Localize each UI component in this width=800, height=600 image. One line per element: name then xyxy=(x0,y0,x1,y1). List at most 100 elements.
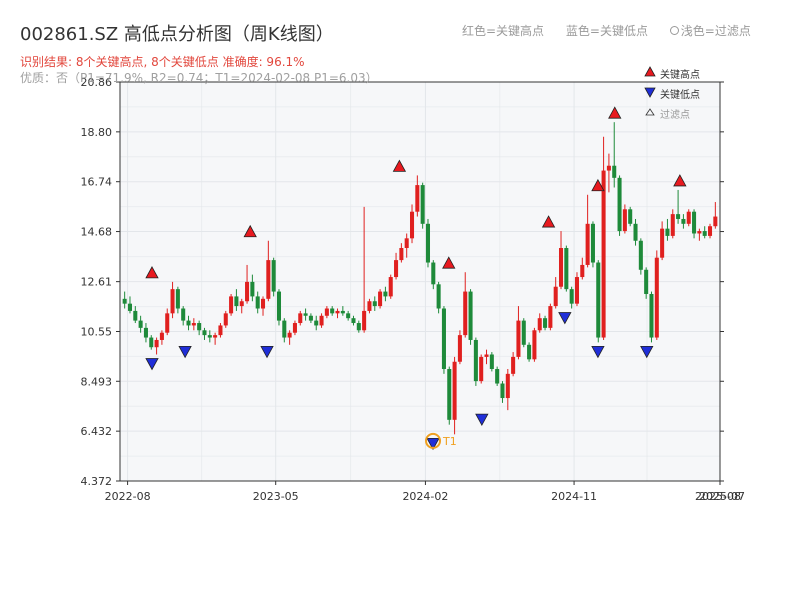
candle-body xyxy=(213,335,218,338)
key-high-marker xyxy=(608,106,622,119)
x-tick-label: 2024-11 xyxy=(551,490,597,503)
chart-legend: 关键高点 关键低点 过滤点 xyxy=(644,64,724,124)
candle-body xyxy=(165,313,170,333)
x-tick-label: 2022-08 xyxy=(105,490,151,503)
candle-body xyxy=(681,218,686,224)
candle-body xyxy=(367,301,372,311)
x-tick-label: 2025-08 xyxy=(695,490,741,503)
candle-body xyxy=(707,226,713,236)
x-tick-label: 2023-05 xyxy=(253,490,299,503)
candle-body xyxy=(378,291,383,307)
candle-body xyxy=(633,223,638,241)
plot-frame xyxy=(119,81,721,482)
markers: T1 xyxy=(145,106,687,451)
candle-body xyxy=(425,223,431,263)
candle-body xyxy=(207,335,212,338)
legend-red-note: 红色=关键高点 xyxy=(462,24,545,38)
candle-body xyxy=(569,289,574,304)
candle-body xyxy=(383,291,388,297)
candle-body xyxy=(670,214,675,236)
candle-body xyxy=(420,185,425,224)
legend-item-filtered: 过滤点 xyxy=(644,104,724,124)
candle-body xyxy=(617,177,622,232)
candle-body xyxy=(676,214,681,219)
candle-body xyxy=(702,231,707,236)
red-triangle-up-icon xyxy=(644,66,656,77)
y-tick-label: 18.80 xyxy=(81,126,113,139)
candle-body xyxy=(149,337,154,348)
candle-body xyxy=(308,315,313,321)
key-low-marker xyxy=(426,437,440,451)
key-low-marker xyxy=(145,358,159,371)
candle-body xyxy=(447,369,452,420)
candle-body xyxy=(436,284,441,309)
candle-body xyxy=(298,313,303,324)
candle-body xyxy=(644,269,649,294)
candle-body xyxy=(585,223,590,265)
candle-body xyxy=(197,323,202,331)
candle-body xyxy=(143,327,148,338)
candle-body xyxy=(362,310,367,331)
candle-body xyxy=(335,310,340,314)
candle-body xyxy=(276,291,282,321)
y-tick-label: 8.493 xyxy=(81,375,113,388)
candle-body xyxy=(654,257,659,338)
candle-body xyxy=(356,323,361,331)
key-low-marker xyxy=(178,345,192,359)
candle-body xyxy=(314,320,319,326)
legend-item-high: 关键高点 xyxy=(644,64,724,84)
candle-body xyxy=(186,320,191,326)
chart-title: 002861.SZ 高低点分析图（周K线图） xyxy=(20,24,334,45)
candle-body xyxy=(431,262,436,285)
candle-body xyxy=(558,248,564,287)
candle-body xyxy=(250,281,255,297)
blue-triangle-down-icon xyxy=(644,87,656,98)
legend-blue-note: 蓝色=关键低点 xyxy=(565,24,648,38)
candle-body xyxy=(495,369,500,384)
candle-body xyxy=(292,323,297,333)
candle-body xyxy=(415,185,420,212)
candle-body xyxy=(473,339,478,382)
candle-body xyxy=(543,318,548,328)
legend-item-low: 关键低点 xyxy=(644,84,724,104)
candle-body xyxy=(463,291,468,336)
legend-low-label: 关键低点 xyxy=(660,90,700,101)
candle-body xyxy=(628,209,633,224)
candle-body xyxy=(324,308,329,316)
key-low-marker xyxy=(475,413,489,426)
candle-body xyxy=(287,332,292,338)
candle-body xyxy=(372,301,377,307)
candle-body xyxy=(622,209,627,232)
candle-body xyxy=(548,306,553,328)
candle-body xyxy=(479,356,484,382)
candle-body xyxy=(154,339,159,348)
candle-body xyxy=(340,310,345,314)
candle-body xyxy=(532,330,537,360)
candle-body xyxy=(452,361,457,420)
candle-body xyxy=(697,231,702,234)
candle-body xyxy=(234,296,239,307)
x-tick-label: 2025-07 xyxy=(699,490,745,503)
candle-body xyxy=(606,165,611,171)
candle-body xyxy=(394,260,399,278)
key-high-marker xyxy=(145,266,159,279)
key-low-marker xyxy=(591,345,605,359)
candles xyxy=(122,122,718,435)
key-high-marker xyxy=(541,215,556,228)
candle-body xyxy=(660,228,665,258)
t1-label: T1 xyxy=(442,435,457,448)
candle-body xyxy=(260,298,266,309)
legend-light-note: 浅色=过滤点 xyxy=(680,24,751,38)
metrics-text: 优质：否（P1=71.9%, R2=0.74；T1=2024-02-08 P1=… xyxy=(20,71,378,85)
x-tick-label: 2024-02 xyxy=(402,490,448,503)
hollow-circle-icon xyxy=(669,26,679,35)
legend-high-label: 关键高点 xyxy=(660,70,700,81)
candle-body xyxy=(505,373,510,399)
y-tick-label: 10.55 xyxy=(81,325,113,338)
y-tick-label: 20.86 xyxy=(81,76,113,89)
candle-body xyxy=(170,289,175,314)
candle-body xyxy=(404,238,409,249)
candle-body xyxy=(271,260,276,292)
candle-body xyxy=(601,170,606,338)
hollow-triangle-icon xyxy=(645,108,655,116)
